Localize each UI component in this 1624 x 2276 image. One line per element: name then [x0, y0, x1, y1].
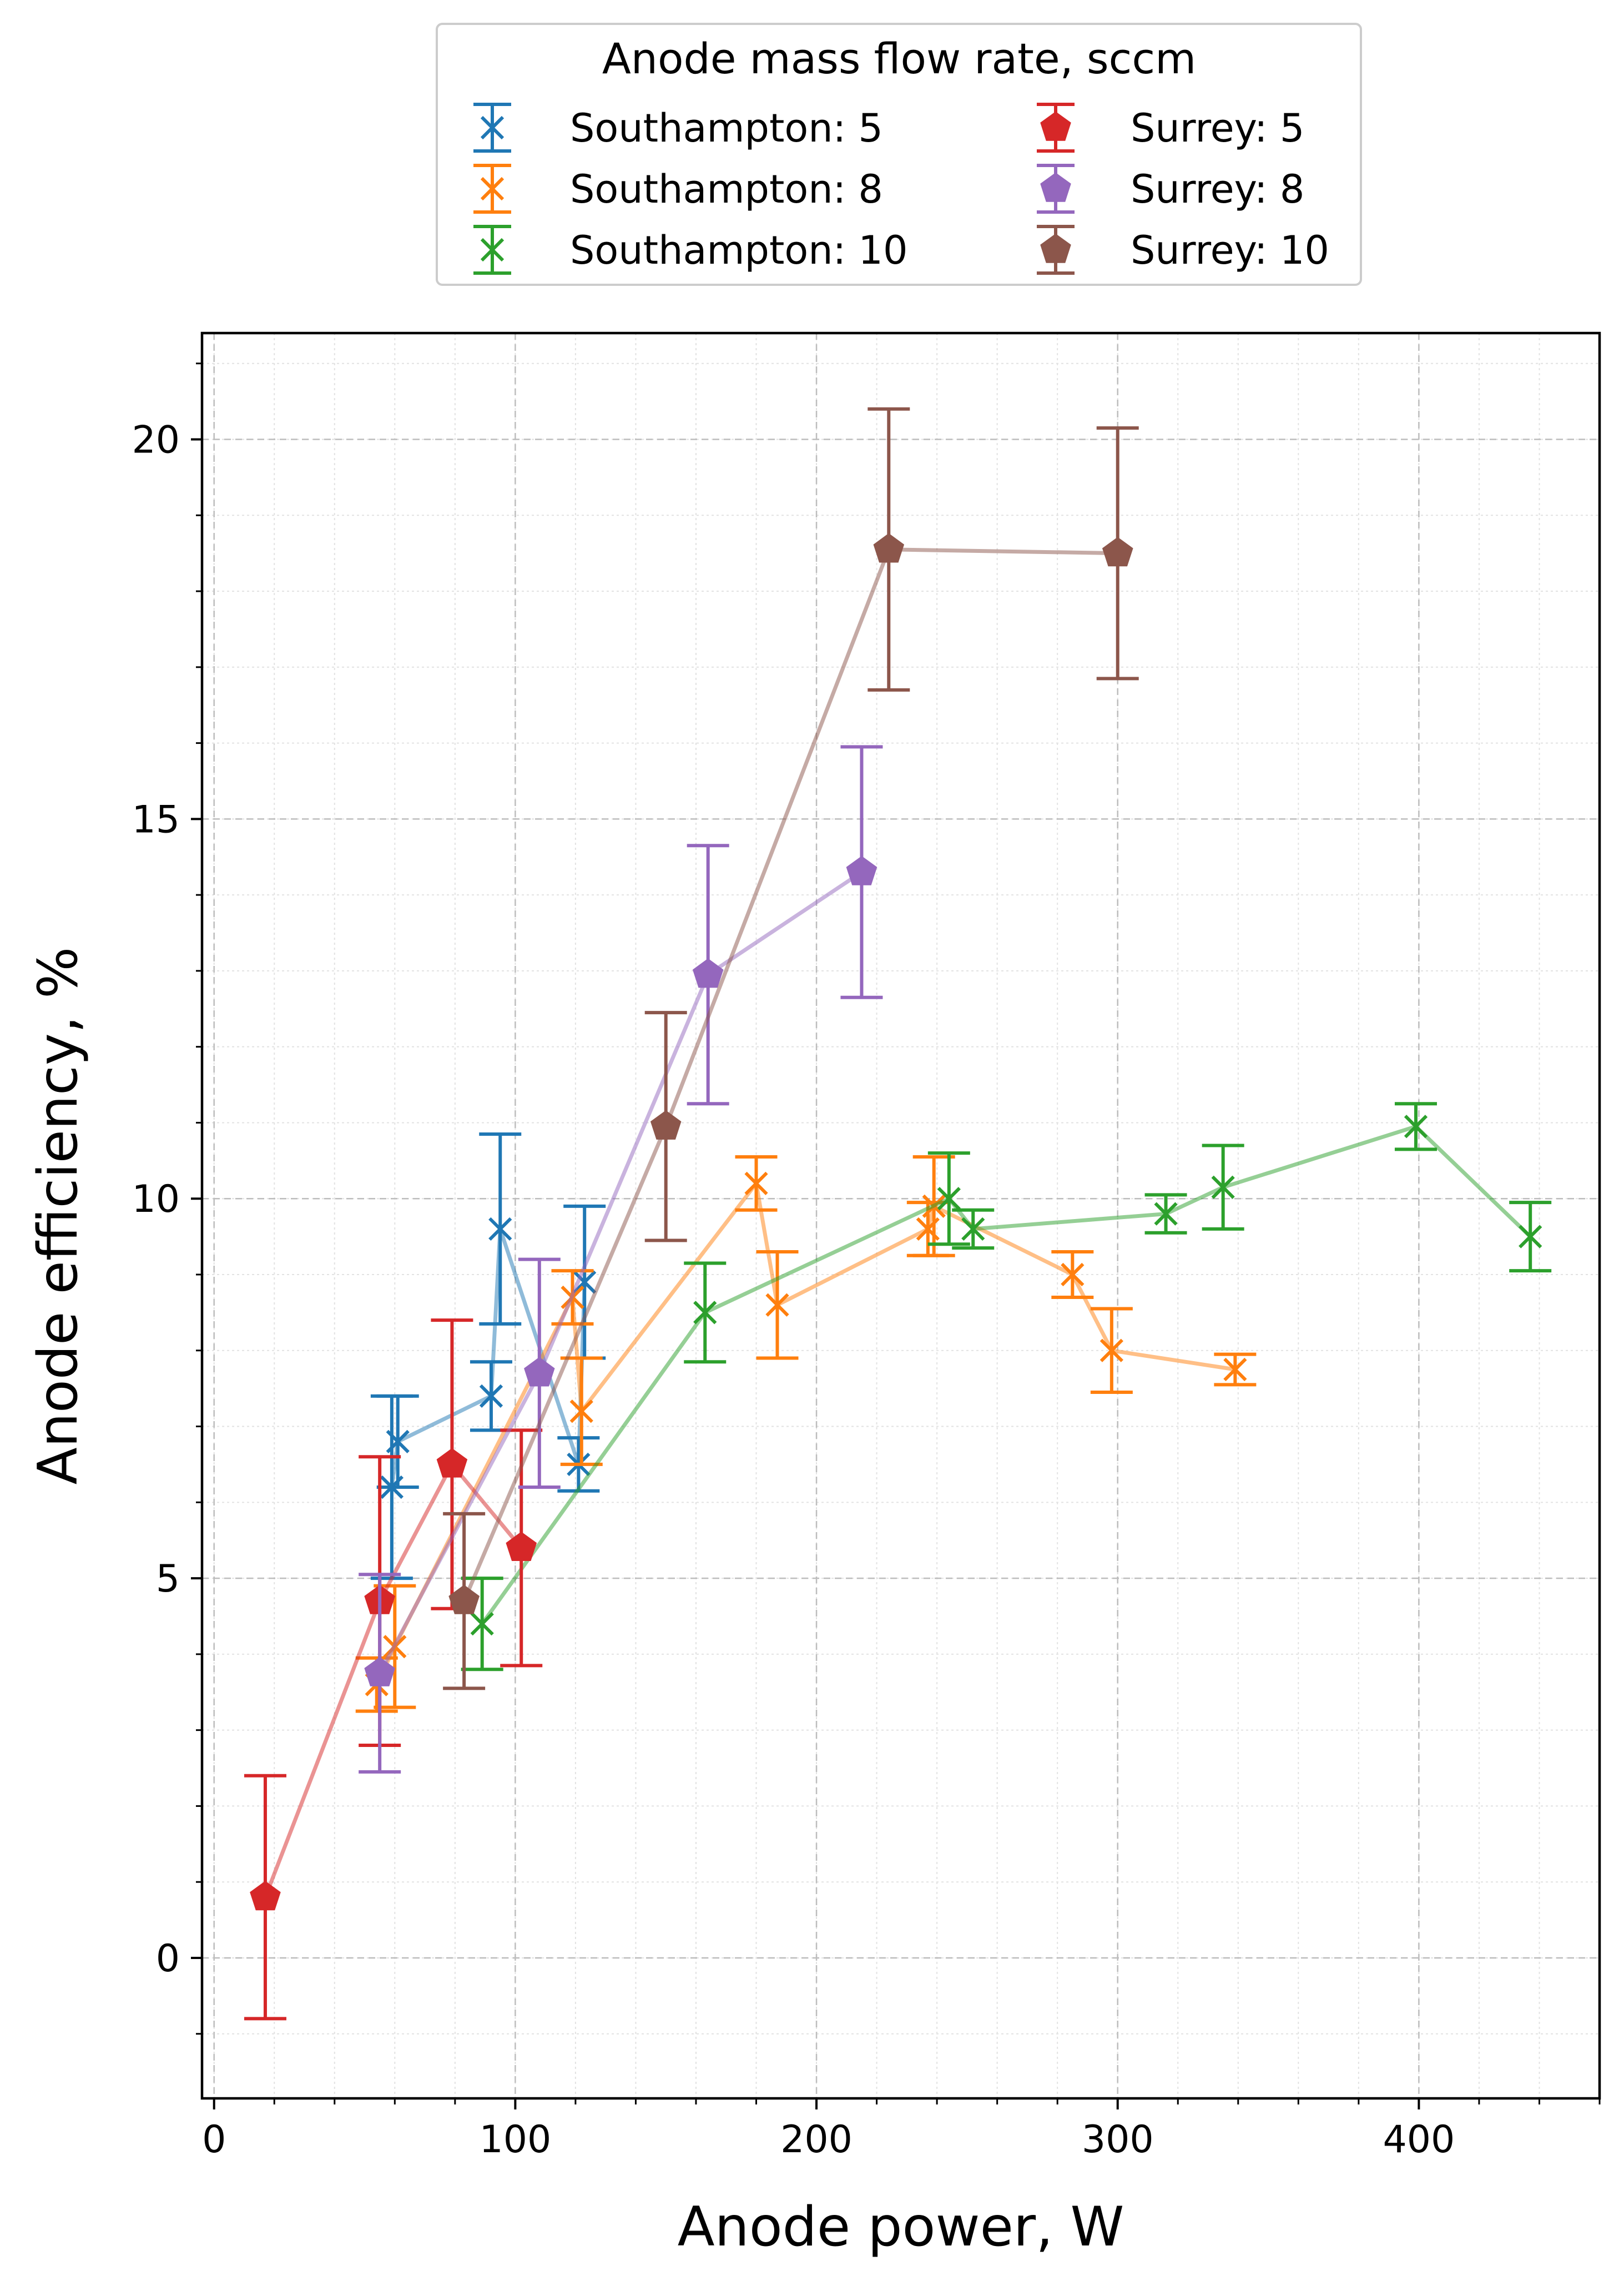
- data-point: [488, 1217, 512, 1241]
- data-point: [573, 1270, 597, 1294]
- plot-frame: [200, 331, 1601, 2100]
- series-2: [461, 1102, 1552, 1671]
- marker-stroke: [488, 1217, 512, 1241]
- y-tick-label: 0: [156, 1937, 180, 1981]
- legend-marker: [480, 238, 505, 262]
- legend-entry: Southampton: 10: [473, 225, 908, 275]
- data-point: [1223, 1357, 1247, 1382]
- data-point: [692, 958, 724, 988]
- legend-entries: Southampton: 5 Southampton: 8 Southampton:…: [473, 103, 1329, 275]
- minor-grid: [202, 333, 1600, 2098]
- marker-stroke: [480, 238, 505, 262]
- x-axis: 0 100 200 300 400: [202, 2098, 1601, 2162]
- data-point: [436, 1448, 468, 1478]
- x-tick-label: 0: [202, 2118, 226, 2162]
- data-point: [386, 1429, 410, 1454]
- y-tick-label: 5: [156, 1557, 180, 1601]
- marker-stroke: [480, 177, 505, 201]
- x-tick-label: 400: [1383, 2118, 1455, 2162]
- series-line: [462, 547, 1118, 1602]
- marker-stroke: [1211, 1175, 1235, 1199]
- legend-label: Surrey: 10: [1131, 228, 1329, 273]
- series-line: [378, 870, 863, 1674]
- y-tick-label: 20: [132, 418, 180, 462]
- y-axis-label: Anode efficiency, %: [27, 947, 90, 1485]
- marker-stroke: [480, 115, 505, 140]
- legend-marker: [480, 115, 505, 140]
- legend-label: Surrey: 5: [1131, 105, 1304, 151]
- marker-stroke: [1061, 1262, 1085, 1287]
- legend-marker: [1040, 233, 1071, 263]
- data-point: [961, 1217, 985, 1241]
- data-point: [250, 1881, 281, 1911]
- marker-stroke: [1100, 1338, 1123, 1362]
- marker-stroke: [479, 1384, 503, 1408]
- data-point: [744, 1171, 768, 1195]
- data-point: [524, 1357, 555, 1387]
- legend-entry: Surrey: 10: [1037, 225, 1329, 275]
- data-point: [765, 1293, 789, 1317]
- data-point: [1061, 1262, 1085, 1287]
- data-point: [846, 855, 877, 885]
- x-tick-label: 300: [1082, 2118, 1154, 2162]
- y-tick-label: 15: [132, 798, 180, 842]
- data-point: [470, 1612, 494, 1636]
- legend-marker: [1040, 111, 1071, 141]
- data-point: [1100, 1338, 1123, 1362]
- data-point: [1154, 1202, 1178, 1226]
- marker-stroke: [569, 1399, 593, 1423]
- data-point: [1519, 1225, 1542, 1248]
- marker-stroke: [1404, 1115, 1428, 1139]
- series-line: [480, 1124, 1532, 1625]
- x-axis-label: Anode power, W: [678, 2196, 1124, 2259]
- legend-entry: Southampton: 5: [473, 103, 883, 153]
- data-point: [569, 1399, 593, 1423]
- marker-stroke: [1223, 1357, 1247, 1382]
- data-point: [693, 1301, 717, 1325]
- data-point: [1102, 537, 1133, 567]
- data-point: [364, 1656, 395, 1686]
- marker-stroke: [470, 1612, 494, 1636]
- data-point: [650, 1110, 682, 1140]
- data-point: [1211, 1175, 1235, 1199]
- legend-entry: Southampton: 8: [473, 164, 883, 214]
- marker-stroke: [386, 1429, 410, 1454]
- data-point: [448, 1584, 480, 1614]
- legend-title: Anode mass flow rate, sccm: [602, 34, 1196, 83]
- marker-stroke: [937, 1187, 961, 1211]
- legend: Anode mass flow rate, sccm Southampton: …: [436, 23, 1362, 286]
- legend-box: [436, 23, 1362, 286]
- data-point: [937, 1187, 961, 1211]
- data-point: [506, 1532, 537, 1561]
- marker-stroke: [961, 1217, 985, 1241]
- marker-stroke: [765, 1293, 789, 1317]
- legend-entry: Surrey: 5: [1037, 103, 1304, 153]
- marker-stroke: [744, 1171, 768, 1195]
- legend-label: Southampton: 8: [570, 167, 883, 212]
- series-5: [443, 407, 1139, 1690]
- marker-stroke: [1519, 1225, 1542, 1248]
- legend-marker: [480, 177, 505, 201]
- x-tick-label: 100: [479, 2118, 551, 2162]
- marker-stroke: [693, 1301, 717, 1325]
- series-line: [263, 1462, 523, 1898]
- marker-stroke: [1154, 1202, 1178, 1226]
- data-point: [873, 533, 905, 563]
- series-0: [370, 1132, 606, 1580]
- data-point: [1404, 1115, 1428, 1139]
- series-layer: [244, 407, 1552, 2021]
- y-tick-label: 10: [132, 1177, 180, 1221]
- legend-label: Southampton: 5: [570, 105, 883, 151]
- marker-stroke: [573, 1270, 597, 1294]
- series-4: [359, 745, 883, 1774]
- legend-label: Southampton: 10: [570, 228, 908, 273]
- legend-entry: Surrey: 8: [1037, 164, 1304, 214]
- legend-marker: [1040, 172, 1071, 202]
- legend-label: Surrey: 8: [1131, 167, 1304, 212]
- x-tick-label: 200: [780, 2118, 853, 2162]
- data-point: [479, 1384, 503, 1408]
- y-axis: 0 5 10 15 20: [132, 362, 202, 2035]
